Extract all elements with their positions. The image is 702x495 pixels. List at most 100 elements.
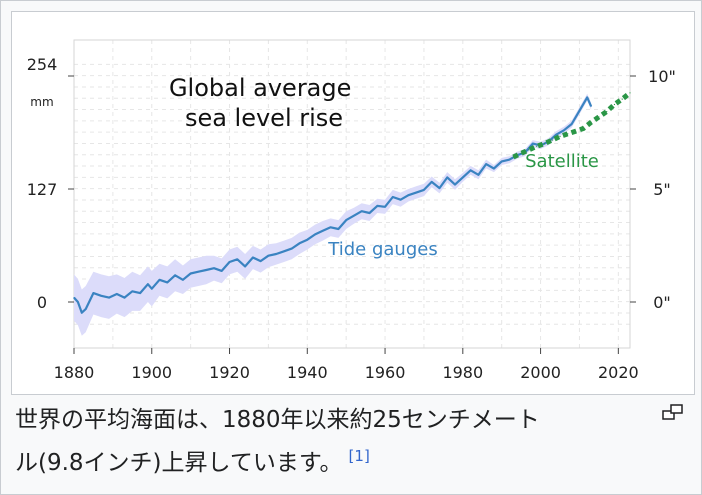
tide-gauges-point xyxy=(590,105,592,107)
tide-gauges-point xyxy=(260,260,262,262)
tide-gauges-point xyxy=(578,110,581,112)
tide-gauges-point xyxy=(361,210,363,212)
satellite-point xyxy=(543,143,546,145)
plot-frame xyxy=(73,39,631,349)
tide-gauges-point xyxy=(501,160,503,163)
tide-gauges-point xyxy=(337,228,339,230)
reference-link[interactable]: [1] xyxy=(348,447,370,465)
tide-gauges-point xyxy=(139,292,141,294)
tide-gauges-point xyxy=(228,261,231,263)
x-tick-label: 1980 xyxy=(442,363,483,382)
caption-line-1: 世界の平均海面は、1880年以来約25センチメート xyxy=(15,407,540,433)
tide-gauges-point xyxy=(298,242,301,244)
tide-gauges-point xyxy=(353,215,355,217)
tide-gauges-point xyxy=(77,301,79,303)
tide-gauges-point xyxy=(431,181,433,183)
chart-image[interactable]: 1880 1900 1920 1940 1960 1980 2000 2020 0 127 254 0… xyxy=(11,11,695,395)
series-label-tide-gauges: Tide gauges xyxy=(327,239,437,260)
y-tick-label-left: 254 xyxy=(27,55,58,74)
tide-gauges-point xyxy=(485,163,487,165)
satellite-point xyxy=(520,152,522,155)
axis-ticks: 1880 1900 1920 1940 1960 1980 2000 2020 0 127 254 0… xyxy=(27,55,676,382)
tide-gauges-point xyxy=(197,271,200,273)
y-tick-label-right: 0" xyxy=(653,293,671,312)
tide-gauges-point xyxy=(147,283,149,285)
tide-gauges-point xyxy=(477,174,479,176)
satellite-point xyxy=(613,103,616,106)
satellite-point xyxy=(512,156,514,158)
satellite-point xyxy=(598,116,600,118)
tide-gauges-point xyxy=(415,191,417,194)
series-label-satellite: Satellite xyxy=(525,151,599,172)
y-tick-label-right: 10" xyxy=(648,67,676,86)
x-tick-label: 1920 xyxy=(209,363,250,382)
tide-gauges-point xyxy=(508,159,511,161)
tide-gauges-point xyxy=(85,308,87,310)
grid xyxy=(73,40,630,348)
tide-gauges-point xyxy=(345,219,347,221)
tide-gauges-point xyxy=(244,265,246,268)
x-tick-label: 2020 xyxy=(598,363,639,382)
tide-gauges-point xyxy=(213,267,215,269)
tide-gauges-point xyxy=(131,290,133,292)
y-tick-label-left: 0 xyxy=(37,293,47,312)
tide-gauges-point xyxy=(368,212,371,214)
magnify-icon[interactable] xyxy=(662,403,684,421)
x-tick-label: 1940 xyxy=(287,363,328,382)
tide-gauges-point xyxy=(252,256,254,259)
tide-gauges-point xyxy=(166,281,168,284)
tide-gauges-point xyxy=(384,206,386,208)
y-tick-label-left: 127 xyxy=(27,180,58,199)
satellite-point xyxy=(551,139,553,141)
tide-gauges-point xyxy=(446,176,448,179)
satellite-point xyxy=(536,145,538,147)
tide-gauges-point xyxy=(123,296,126,299)
satellite-point xyxy=(629,92,631,94)
tide-gauges-point xyxy=(291,248,293,250)
x-tick-label: 1960 xyxy=(365,363,406,382)
uncertainty-band xyxy=(74,93,592,336)
tide-gauges-point xyxy=(555,134,557,136)
tide-gauges-point xyxy=(322,230,324,232)
chart-title-line-2: sea level rise xyxy=(185,104,343,132)
satellite-point xyxy=(590,121,592,123)
tide-gauges-point xyxy=(330,226,332,228)
satellite-point xyxy=(574,130,577,132)
x-tick-label: 1880 xyxy=(54,363,95,382)
figure-caption: 世界の平均海面は、1880年以来約25センチメート ル(9.8インチ)上昇してい… xyxy=(15,402,655,481)
tide-gauges-point xyxy=(493,167,495,170)
satellite-line xyxy=(512,90,632,160)
satellite-point xyxy=(528,149,530,151)
tide-gauges-line xyxy=(73,96,593,314)
tide-gauges-point xyxy=(174,274,176,276)
tide-gauges-point xyxy=(469,169,472,171)
x-tick-label: 1900 xyxy=(131,363,172,382)
tide-gauges-point xyxy=(423,189,425,191)
tide-gauges-point xyxy=(221,270,223,272)
tide-gauges-point xyxy=(81,312,83,314)
tide-gauges-point xyxy=(407,194,409,196)
tide-gauges-point xyxy=(283,250,285,252)
tide-gauge-uncertainty xyxy=(74,93,592,336)
tide-gauges-point xyxy=(314,233,316,235)
tide-gauges-point xyxy=(462,176,464,179)
chart-title-line-1: Global average xyxy=(169,74,351,102)
satellite-point xyxy=(606,110,608,113)
y-tick-label-right: 5" xyxy=(653,180,671,199)
tide-gauges-point xyxy=(73,296,75,299)
tide-gauges-point xyxy=(275,253,277,255)
tide-gauges-point xyxy=(151,288,153,290)
tide-gauges-point xyxy=(438,187,441,189)
satellite-point xyxy=(567,133,569,135)
tide-gauges-point xyxy=(400,199,402,201)
tide-gauges-point xyxy=(376,205,378,207)
tide-gauges-point xyxy=(306,239,308,241)
tide-gauges-point xyxy=(182,279,184,281)
tide-gauges-point xyxy=(267,255,270,257)
tide-gauges-point xyxy=(158,279,161,281)
tide-gauges-point xyxy=(392,196,394,198)
y-axis-unit: mm xyxy=(30,95,53,109)
tide-gauges-point xyxy=(190,272,192,275)
tide-gauges-point xyxy=(108,296,110,299)
